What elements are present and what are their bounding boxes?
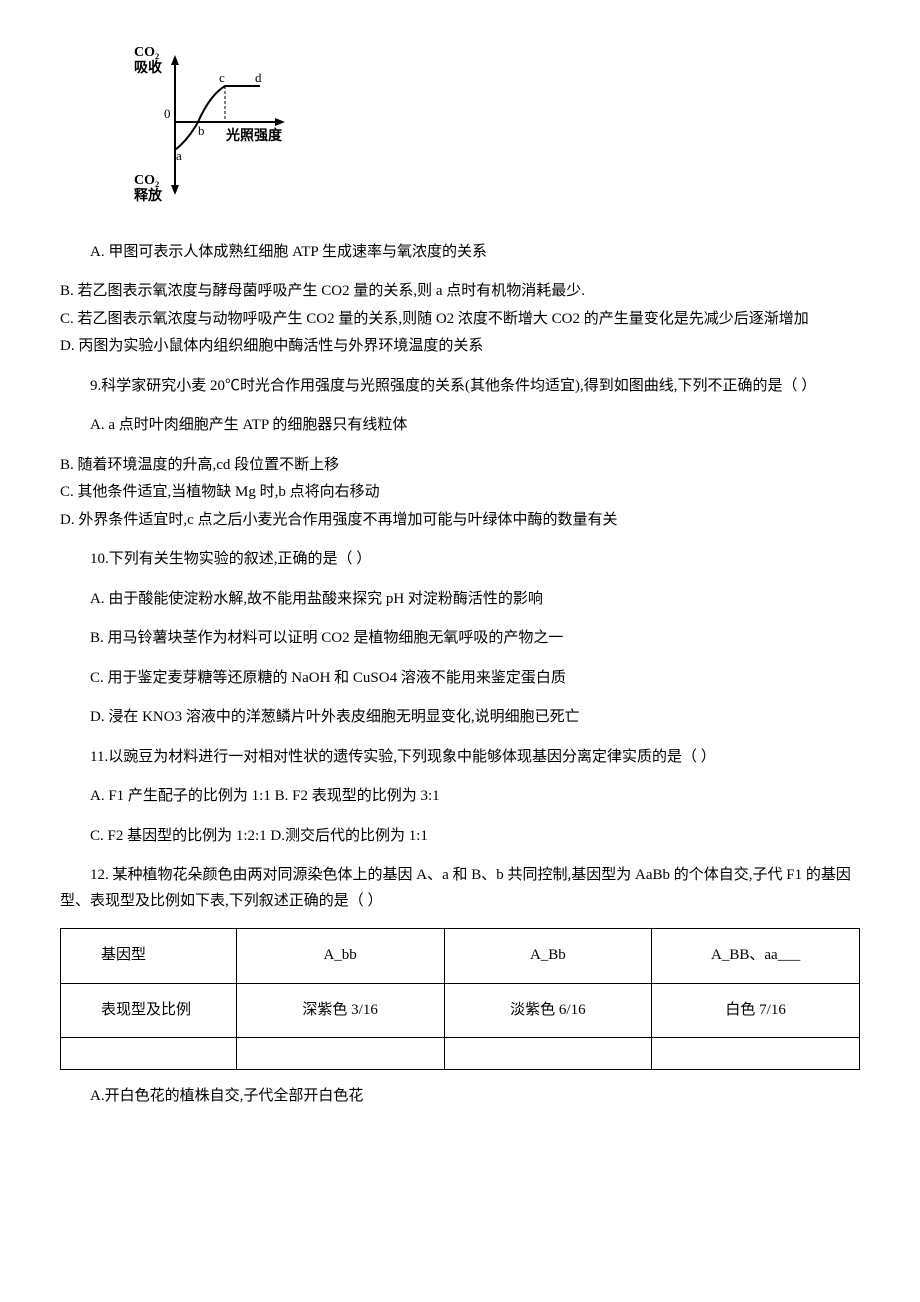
table-row: 表现型及比例 深紫色 3/16 淡紫色 6/16 白色 7/16 <box>61 983 860 1038</box>
q9-option-b: B. 随着环境温度的升高,cd 段位置不断上移 <box>60 453 860 479</box>
table-row <box>61 1038 860 1070</box>
header-genotype: 基因型 <box>61 929 237 984</box>
q10-option-d: D. 浸在 KNO3 溶液中的洋葱鳞片叶外表皮细胞无明显变化,说明细胞已死亡 <box>60 705 860 731</box>
q10-option-b: B. 用马铃薯块茎作为材料可以证明 CO2 是植物细胞无氧呼吸的产物之一 <box>60 626 860 652</box>
y-arrow-up <box>171 55 179 65</box>
q8-option-c: C. 若乙图表示氧浓度与动物呼吸产生 CO2 量的关系,则随 O2 浓度不断增大… <box>60 307 860 333</box>
q12-stem: 12. 某种植物花朵颜色由两对同源染色体上的基因 A、a 和 B、b 共同控制,… <box>60 863 860 914</box>
y-top-label-2: 吸收 <box>134 59 163 76</box>
row2-col2: 淡紫色 6/16 <box>444 983 652 1038</box>
q11-stem: 11.以豌豆为材料进行一对相对性状的遗传实验,下列现象中能够体现基因分离定律实质… <box>60 745 860 771</box>
q9-stem: 9.科学家研究小麦 20℃时光合作用强度与光照强度的关系(其他条件均适宜),得到… <box>60 374 860 400</box>
empty-cell <box>236 1038 444 1070</box>
q10-option-a: A. 由于酸能使淀粉水解,故不能用盐酸来探究 pH 对淀粉酶活性的影响 <box>60 587 860 613</box>
light-intensity-chart: CO₂ 吸收 CO₂ 释放 0 a b c d 光照强度 <box>120 40 860 220</box>
point-a: a <box>176 148 182 163</box>
genotype-table: 基因型 A_bb A_Bb A_BB、aa___ 表现型及比例 深紫色 3/16… <box>60 928 860 1070</box>
table-row: 基因型 A_bb A_Bb A_BB、aa___ <box>61 929 860 984</box>
y-arrow-down <box>171 185 179 195</box>
point-b: b <box>198 123 205 138</box>
col3-header: A_BB、aa___ <box>652 929 860 984</box>
q11-line1: A. F1 产生配子的比例为 1:1 B. F2 表现型的比例为 3:1 <box>60 784 860 810</box>
empty-cell <box>444 1038 652 1070</box>
q9-option-d: D. 外界条件适宜时,c 点之后小麦光合作用强度不再增加可能与叶绿体中酶的数量有… <box>60 508 860 534</box>
x-axis-label: 光照强度 <box>225 127 283 144</box>
q8-option-a: A. 甲图可表示人体成熟红细胞 ATP 生成速率与氧浓度的关系 <box>60 240 860 266</box>
empty-cell <box>652 1038 860 1070</box>
row2-label: 表现型及比例 <box>61 983 237 1038</box>
q9-option-c: C. 其他条件适宜,当植物缺 Mg 时,b 点将向右移动 <box>60 480 860 506</box>
q8-option-b: B. 若乙图表示氧浓度与酵母菌呼吸产生 CO2 量的关系,则 a 点时有机物消耗… <box>60 279 860 305</box>
empty-cell <box>61 1038 237 1070</box>
q10-option-c: C. 用于鉴定麦芽糖等还原糖的 NaOH 和 CuSO4 溶液不能用来鉴定蛋白质 <box>60 666 860 692</box>
point-d: d <box>255 70 262 85</box>
q12-option-a: A.开白色花的植株自交,子代全部开白色花 <box>60 1084 860 1110</box>
y-bottom-label-2: 释放 <box>134 187 163 204</box>
col1-header: A_bb <box>236 929 444 984</box>
q8-option-d: D. 丙图为实验小鼠体内组织细胞中酶活性与外界环境温度的关系 <box>60 334 860 360</box>
row2-col1: 深紫色 3/16 <box>236 983 444 1038</box>
point-c: c <box>219 70 225 85</box>
origin-label: 0 <box>164 106 171 121</box>
x-arrow <box>275 118 285 126</box>
col2-header: A_Bb <box>444 929 652 984</box>
q10-stem: 10.下列有关生物实验的叙述,正确的是（ ） <box>60 547 860 573</box>
chart-svg: CO₂ 吸收 CO₂ 释放 0 a b c d 光照强度 <box>120 40 300 210</box>
y-bottom-label-1: CO₂ <box>134 173 159 188</box>
q9-option-a: A. a 点时叶肉细胞产生 ATP 的细胞器只有线粒体 <box>60 413 860 439</box>
y-top-label-1: CO₂ <box>134 45 159 60</box>
q11-line2: C. F2 基因型的比例为 1:2:1 D.测交后代的比例为 1:1 <box>60 824 860 850</box>
row2-col3: 白色 7/16 <box>652 983 860 1038</box>
